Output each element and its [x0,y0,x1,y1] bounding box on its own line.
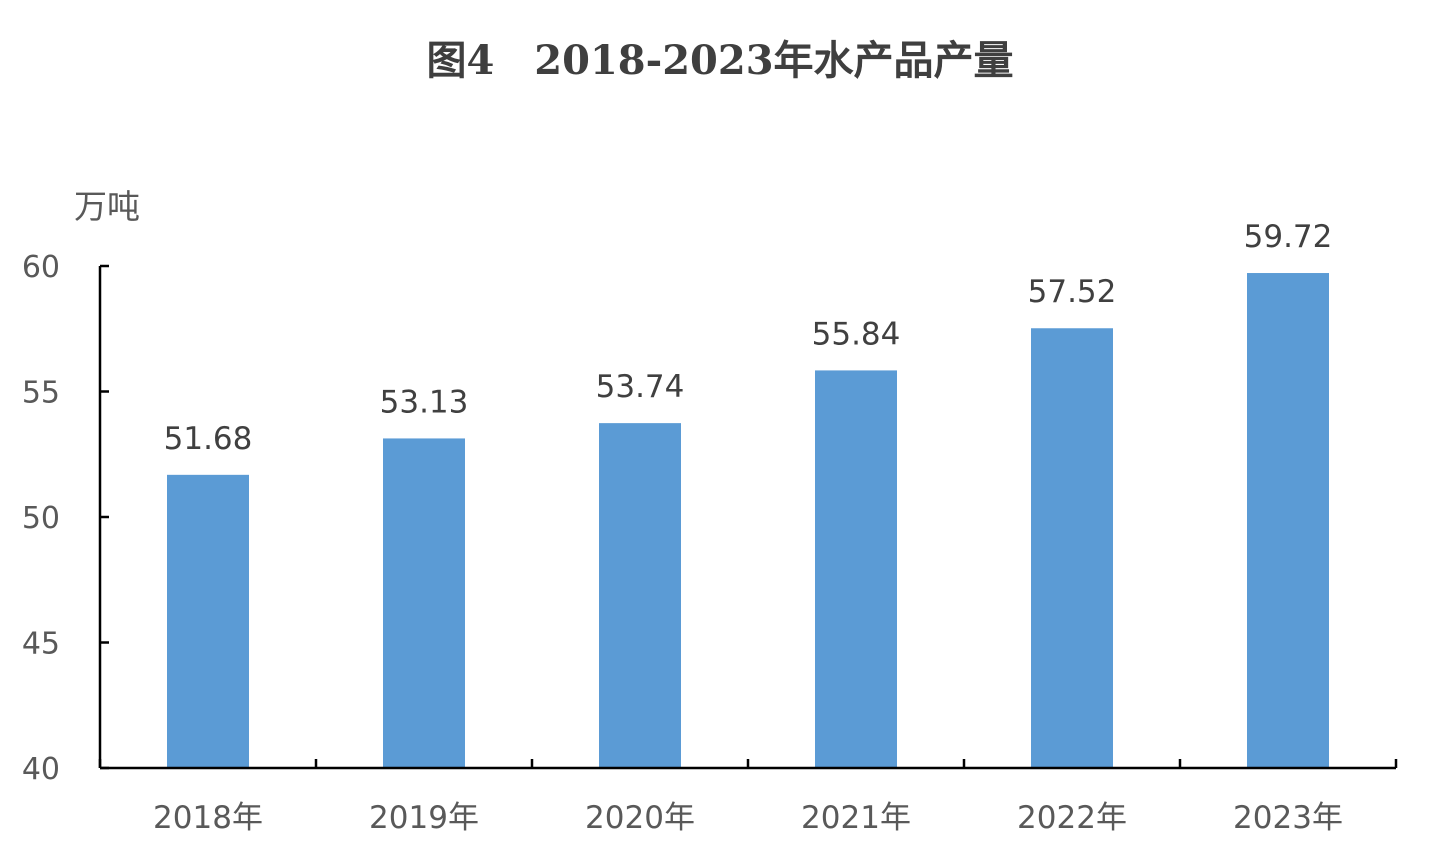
y-tick-label-45: 45 [22,627,60,662]
plot-area: 51.68 2018年 53.13 2019年 53.74 2020年 55.84 2021年… [22,219,1398,836]
x-tick-label-3: 2020年 [585,800,695,836]
x-tick-label-4: 2021年 [801,800,911,836]
x-tick-label-6: 2023年 [1233,800,1343,836]
bar-5 [1031,328,1113,768]
x-tick-label-1: 2018年 [153,800,263,836]
chart-title: 图4 2018-2023年水产品产量 [426,37,1013,84]
y-tick-label-55: 55 [22,376,60,411]
data-label-3: 53.74 [596,369,685,405]
bar-2 [383,438,465,768]
x-tick-label-5: 2022年 [1017,800,1127,836]
data-label-4: 55.84 [812,316,901,352]
bar-1 [167,474,249,768]
data-label-5: 57.52 [1028,274,1117,310]
y-tick-label-50: 50 [22,501,60,536]
bar-4 [815,370,897,768]
data-label-6: 59.72 [1244,219,1333,255]
bar-6 [1247,273,1329,768]
data-label-2: 53.13 [380,384,469,420]
bar-3 [599,423,681,768]
x-tick-label-2: 2019年 [369,800,479,836]
y-tick-label-40: 40 [22,752,60,787]
y-tick-label-60: 60 [22,250,60,285]
y-axis-unit-label: 万吨 [74,187,140,226]
data-label-1: 51.68 [164,421,253,457]
